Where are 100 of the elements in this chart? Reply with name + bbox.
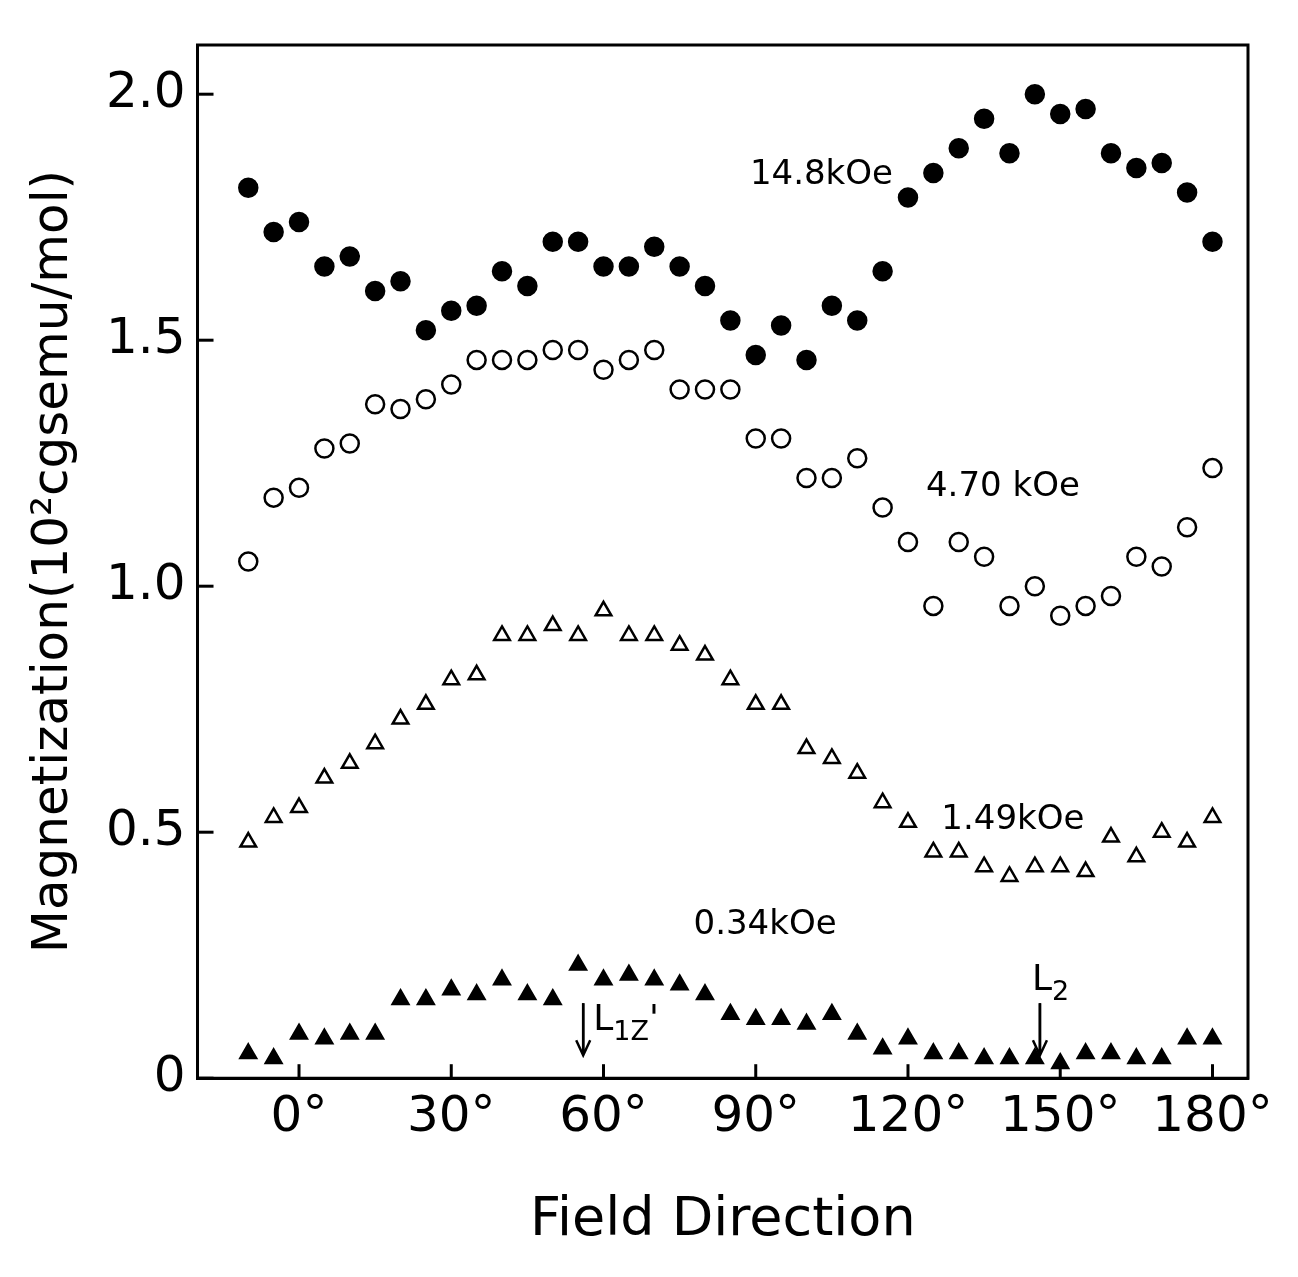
point (239, 831, 258, 848)
point (745, 428, 766, 449)
point (391, 708, 410, 725)
point (264, 1048, 283, 1065)
point (1178, 831, 1197, 848)
point (897, 531, 919, 553)
point (340, 1023, 359, 1040)
series-label: 4.70 kOe (925, 463, 1080, 504)
point (948, 138, 969, 159)
point (1100, 585, 1122, 607)
point (288, 211, 310, 233)
point (517, 275, 538, 297)
point (492, 625, 512, 642)
point (644, 339, 665, 361)
point (238, 177, 259, 198)
point (594, 969, 613, 986)
point (1051, 856, 1070, 873)
point (491, 349, 513, 371)
point (848, 1023, 867, 1040)
point (720, 310, 741, 331)
point (593, 359, 614, 380)
point (315, 767, 334, 784)
point (770, 315, 792, 336)
point (897, 187, 919, 208)
point (745, 344, 766, 366)
point (619, 964, 638, 981)
point (1076, 861, 1095, 878)
point (1000, 866, 1019, 883)
point (390, 270, 411, 292)
point (1151, 556, 1172, 577)
point (721, 1003, 740, 1020)
point (1152, 821, 1171, 838)
point (1202, 231, 1223, 253)
point (618, 256, 640, 277)
point (721, 669, 740, 686)
point (772, 1008, 791, 1025)
point (416, 989, 435, 1006)
point (822, 1003, 841, 1020)
point (1127, 846, 1146, 863)
point (339, 246, 361, 267)
point (1025, 856, 1044, 873)
point (1024, 83, 1046, 105)
point (518, 984, 537, 1001)
point (670, 974, 689, 991)
point (797, 738, 816, 755)
y-tick-label: 2.0 (105, 61, 186, 120)
point (669, 256, 690, 277)
point (821, 295, 843, 317)
point (973, 546, 995, 567)
point (694, 379, 716, 400)
point (569, 954, 588, 971)
point (340, 753, 359, 770)
point (645, 625, 664, 642)
point (492, 969, 512, 986)
point (263, 221, 284, 243)
point (467, 984, 486, 1001)
point (898, 812, 918, 829)
x-tick-label: 150° (1000, 1085, 1121, 1144)
point (364, 393, 386, 415)
x-tick-label: 120° (847, 1085, 969, 1144)
x-tick-label: 60° (559, 1085, 648, 1144)
point (720, 379, 741, 400)
point (1101, 1043, 1121, 1060)
point (872, 497, 893, 518)
point (415, 388, 437, 410)
point (1202, 457, 1223, 479)
point (314, 256, 335, 277)
point (975, 1048, 994, 1065)
point (923, 162, 944, 184)
point (339, 433, 361, 454)
point (569, 625, 588, 642)
point (1075, 98, 1096, 120)
point (848, 762, 867, 779)
point (746, 1008, 765, 1025)
point (518, 625, 537, 642)
point (593, 256, 614, 277)
point (415, 320, 437, 341)
y-axis-title: Magnetization(10²cgsemu/mol) (20, 169, 79, 954)
point (288, 477, 310, 499)
point (821, 467, 843, 489)
point (517, 349, 538, 371)
point (846, 310, 868, 331)
point (746, 694, 765, 711)
point (670, 634, 689, 651)
point (695, 644, 715, 661)
point (694, 275, 716, 297)
point (975, 856, 994, 873)
point (898, 1028, 918, 1045)
point (366, 733, 385, 750)
point (239, 1043, 258, 1060)
point (924, 841, 943, 858)
point (948, 531, 969, 553)
point (466, 295, 487, 317)
point (1100, 142, 1122, 164)
point (567, 339, 589, 361)
point (289, 1023, 309, 1040)
point (390, 398, 411, 420)
point (1178, 1028, 1197, 1045)
point (669, 379, 690, 400)
point (1152, 1048, 1171, 1065)
